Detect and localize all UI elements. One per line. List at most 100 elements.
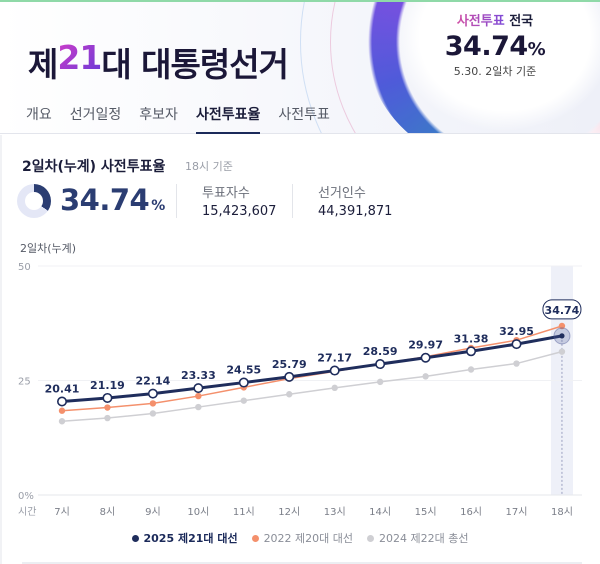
tab-early-voting[interactable]: 사전투표	[278, 107, 330, 123]
title-number: 21	[57, 38, 102, 86]
data-point	[329, 365, 340, 376]
legend-dot-icon	[367, 534, 375, 542]
hero-banner: 제 21 대 대통령선거 사전투표 전국 34.74% 5.30. 2일차 기준	[0, 2, 600, 134]
tab-schedule[interactable]: 선거일정	[69, 107, 122, 123]
y-tick-label: 0%	[18, 491, 34, 502]
turnout-rate: 34.74%	[60, 183, 165, 217]
title-suffix: 대 대통령선거	[101, 45, 289, 84]
series-line-2024	[61, 350, 563, 423]
data-label: 20.41	[45, 383, 80, 396]
x-tick-label: 9시	[145, 506, 161, 518]
data-label: 27.17	[317, 352, 352, 365]
data-point	[104, 404, 111, 411]
turnout-line-chart: 0% 25 50 시간 7시 8시 9시 10시 11시 12시 13시 14시 15시 16시 17시 18…	[18, 262, 582, 518]
national-turnout-value: 34.74%	[420, 31, 570, 62]
divider	[176, 184, 177, 218]
turnout-date: 5.30. 2일차 기준	[453, 65, 537, 78]
data-label: 21.19	[90, 379, 125, 392]
data-point	[331, 384, 338, 392]
section-title: 2일차(누계) 사전투표율	[22, 159, 166, 175]
y-tick-label: 50	[18, 262, 31, 273]
data-point	[286, 391, 293, 398]
x-tick-label: 16시	[460, 506, 482, 518]
data-label: 22.14	[136, 375, 171, 388]
tab-bar: 개요 선거일정 후보자 사전투표율 사전투표	[26, 104, 330, 134]
data-point	[375, 359, 386, 370]
data-point	[376, 378, 384, 386]
x-tick-label: 10시	[187, 506, 209, 518]
chart-legend: 2025 제21대 대선 2022 제20대 대선 2024 제22대 총선	[0, 530, 600, 546]
x-tick-label: 14시	[369, 506, 391, 518]
turnout-donut-icon	[17, 184, 51, 218]
data-label: 28.59	[363, 345, 398, 358]
title-prefix: 제	[28, 45, 58, 84]
legend-label: 2024 제22대 총선	[379, 532, 469, 545]
label-rest: 전국	[504, 14, 534, 29]
data-point	[195, 403, 202, 411]
legend-dot-icon	[251, 534, 259, 542]
data-label: 31.38	[454, 332, 489, 345]
data-point	[558, 348, 566, 355]
electorate-label: 선거인수	[318, 186, 366, 201]
section-subtitle: 18시 기준	[185, 160, 233, 173]
rate-unit: %	[151, 198, 165, 214]
data-point	[149, 400, 157, 407]
chart-caption: 2일차(누계)	[20, 242, 77, 255]
data-point	[466, 346, 477, 357]
bottom-divider	[22, 562, 582, 564]
data-label: 24.55	[226, 364, 261, 377]
value-bubble	[542, 299, 582, 320]
data-label: 32.95	[499, 325, 534, 338]
x-tick-label: 18시	[551, 506, 573, 518]
electorate-value: 44,391,871	[318, 204, 393, 219]
turnout-number: 34.74	[444, 31, 528, 62]
data-point	[193, 383, 204, 394]
x-tick-label: 8시	[100, 506, 116, 518]
x-tick-label: 7시	[54, 506, 70, 518]
tab-candidates[interactable]: 후보자	[139, 107, 178, 123]
data-point	[558, 322, 566, 330]
label-accent: 사전투표	[456, 14, 505, 29]
value-bubble-text: 34.74	[545, 304, 580, 317]
national-turnout-label: 사전투표 전국	[420, 10, 570, 29]
electorate-count: 선거인수 44,391,871	[318, 182, 392, 219]
data-label: 29.97	[408, 339, 443, 352]
data-point	[422, 373, 429, 380]
data-point	[240, 397, 247, 404]
data-point	[467, 366, 475, 373]
voters-value: 15,423,607	[202, 204, 277, 219]
rate-number: 34.74	[60, 183, 150, 217]
page-title: 제 21 대 대통령선거	[28, 38, 289, 86]
card-border	[0, 135, 2, 564]
legend-item-2025[interactable]: 2025 제21대 대선	[131, 530, 238, 546]
data-point	[195, 392, 202, 400]
divider	[292, 184, 293, 218]
legend-dot-icon	[131, 534, 139, 542]
data-point	[284, 371, 295, 382]
highlight-point	[559, 333, 565, 339]
tab-early-voting-rate[interactable]: 사전투표율	[195, 104, 261, 134]
national-turnout-box: 사전투표 전국 34.74% 5.30. 2일차 기준	[420, 10, 570, 79]
x-axis-label: 시간	[18, 506, 36, 518]
legend-label: 2025 제21대 대선	[143, 532, 238, 545]
data-point	[102, 392, 113, 403]
top-accent-strip	[0, 0, 600, 2]
tab-overview[interactable]: 개요	[26, 107, 52, 123]
data-point	[513, 360, 520, 367]
legend-label: 2022 제20대 대선	[263, 532, 354, 545]
legend-item-2022[interactable]: 2022 제20대 대선	[251, 530, 354, 546]
x-tick-label: 17시	[506, 506, 528, 518]
y-tick-label: 25	[18, 377, 31, 388]
data-point	[56, 396, 67, 407]
data-point	[104, 414, 111, 422]
x-tick-label: 13시	[324, 506, 346, 518]
x-tick-label: 11시	[233, 506, 255, 518]
turnout-unit: %	[527, 39, 546, 60]
data-point	[147, 388, 158, 399]
data-point	[238, 377, 249, 388]
data-label: 23.33	[181, 369, 216, 382]
data-point	[58, 407, 66, 414]
turnout-card	[0, 135, 600, 564]
legend-item-2024[interactable]: 2024 제22대 총선	[367, 530, 469, 546]
voters-count: 투표자수 15,423,607	[202, 182, 276, 219]
